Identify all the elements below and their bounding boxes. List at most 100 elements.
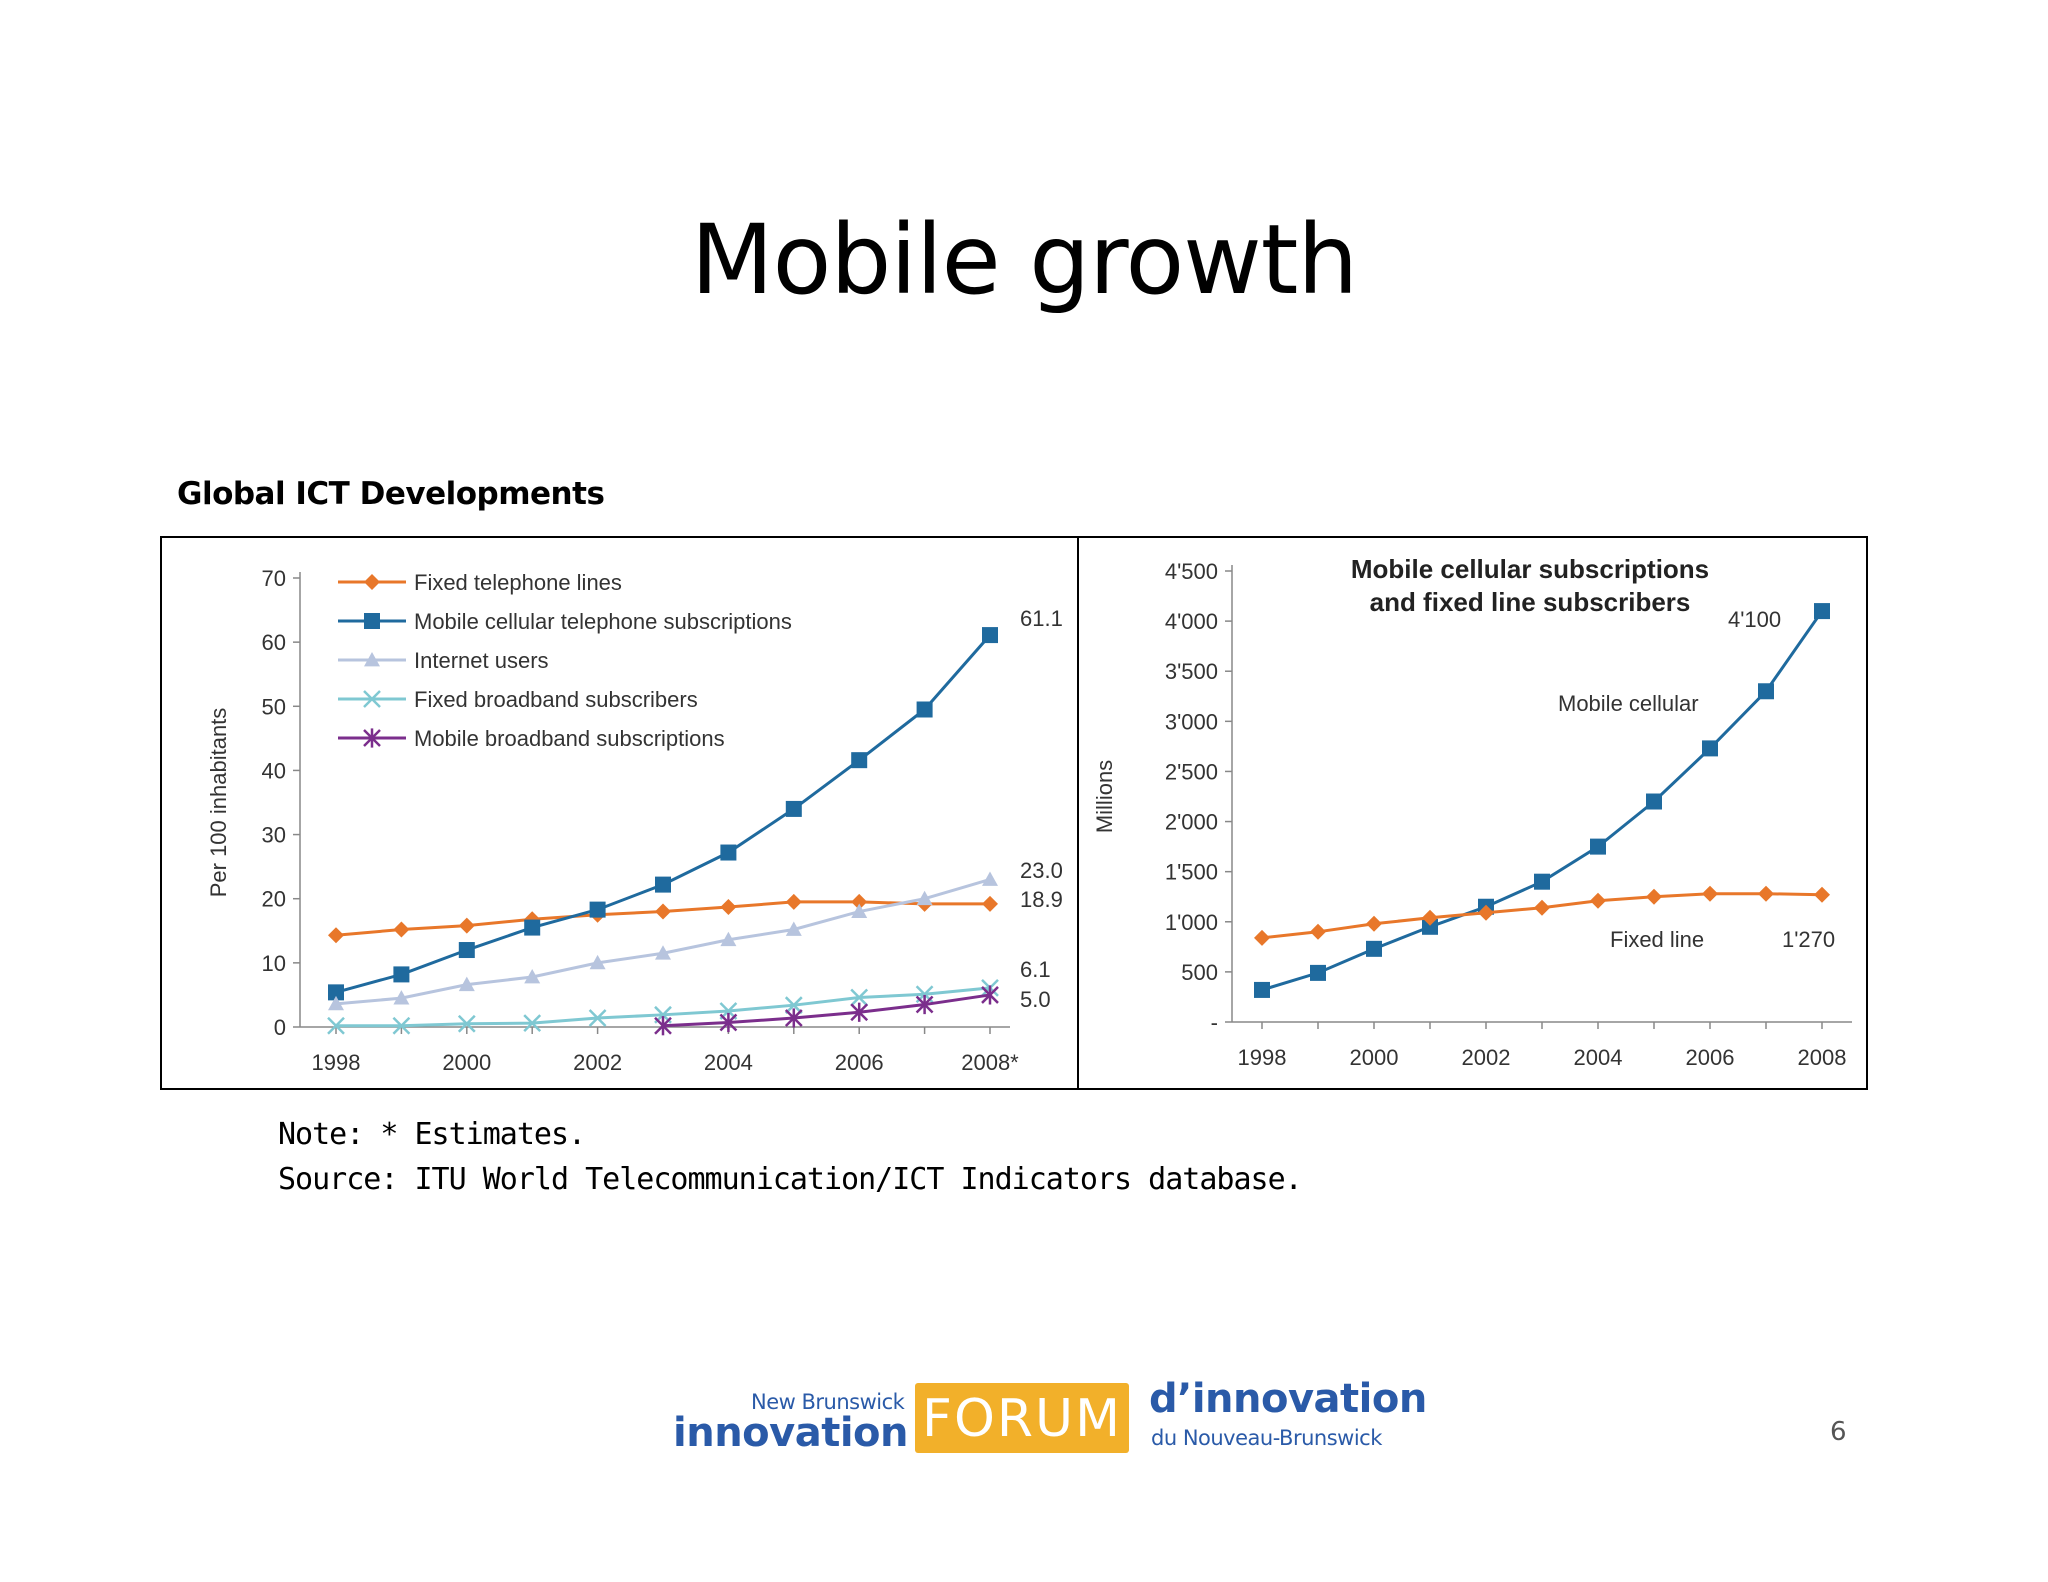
left-chart: 0 10 20 30 40 50 60 70 1998 2000 2002 2004 2006 2008*…	[206, 566, 1063, 1075]
data-point-0	[851, 893, 868, 910]
source-text: Source: ITU World Telecommunication/ICT …	[278, 1162, 1303, 1197]
data-point-2	[916, 890, 933, 906]
data-point-1	[1590, 892, 1606, 909]
data-point-0	[720, 899, 737, 916]
data-point-1	[785, 800, 802, 817]
data-point-3	[457, 1014, 476, 1033]
data-point-3-stroke	[588, 1009, 607, 1027]
y-tick-label: 3'000	[1165, 709, 1218, 734]
data-point-2	[589, 954, 606, 970]
data-point-1	[1758, 885, 1774, 902]
legend-marker-4	[363, 728, 381, 748]
data-point-3	[850, 988, 869, 1007]
x-tick-label: 1998	[312, 1050, 361, 1075]
end-label-4: 5.0	[1020, 987, 1051, 1012]
end-label-fixed: 1'270	[1782, 927, 1835, 952]
data-point-4	[719, 1012, 738, 1033]
data-point-1	[982, 627, 998, 644]
data-point-0	[1702, 740, 1718, 757]
data-point-0	[1590, 838, 1606, 855]
data-point-3-stroke	[457, 1014, 476, 1033]
legend-label-1: Mobile cellular telephone subscriptions	[414, 609, 792, 634]
x-tick-label: 2002	[573, 1050, 622, 1075]
data-point-1	[1534, 899, 1550, 916]
data-point-3-stroke	[392, 1016, 411, 1035]
data-point-1	[655, 876, 671, 893]
data-point-0	[458, 917, 475, 934]
x-tick-label: 2000	[1350, 1045, 1399, 1070]
data-point-2	[458, 976, 475, 992]
series-line-4	[662, 993, 991, 1028]
data-point-2	[655, 945, 671, 960]
logo-forum-box: FORUM	[915, 1383, 1129, 1453]
data-point-0	[655, 903, 671, 920]
legend-label-0: Fixed telephone lines	[414, 570, 622, 595]
x-tick-label: 2004	[1574, 1045, 1623, 1070]
chart-frame	[160, 536, 1868, 1090]
data-point-0	[1310, 964, 1326, 981]
data-point-1	[1366, 915, 1382, 932]
data-point-1	[1478, 904, 1494, 921]
y-axis-label: Per 100 inhabitants	[206, 708, 231, 898]
x-tick-label: 2002	[1462, 1045, 1511, 1070]
data-point-1	[1646, 888, 1662, 905]
x-tick-label: 2008	[1798, 1045, 1847, 1070]
logo-top-left-text: New Brunswick	[751, 1390, 905, 1414]
series-line-2	[335, 878, 991, 1006]
data-point-2	[851, 903, 868, 918]
y-tick-label: 70	[262, 566, 286, 591]
y-tick-label: 500	[1181, 960, 1218, 985]
y-tick-label: 2'000	[1165, 810, 1218, 835]
data-point-1	[1702, 885, 1718, 902]
data-point-2	[393, 990, 410, 1005]
data-point-0	[1646, 793, 1662, 810]
slide-title: Mobile growth	[690, 204, 1358, 316]
y-tick-label: 4'500	[1165, 559, 1218, 584]
end-label-mobile: 4'100	[1728, 607, 1781, 632]
data-point-3-stroke	[850, 988, 869, 1007]
end-label-2: 23.0	[1020, 858, 1063, 883]
data-point-1	[458, 942, 475, 959]
data-point-2	[328, 995, 344, 1011]
legend-marker-3	[363, 690, 381, 708]
data-point-0	[982, 895, 998, 912]
data-point-0	[1814, 603, 1830, 620]
y-tick-label: 60	[262, 630, 286, 655]
y-tick-label: 1'000	[1165, 910, 1218, 935]
x-tick-label: 2000	[442, 1050, 491, 1075]
logo-left-word: innovation	[673, 1410, 909, 1456]
data-point-2	[982, 871, 998, 886]
data-point-0	[1366, 940, 1382, 957]
x-tick-label: 2008*	[961, 1050, 1019, 1075]
data-point-4	[850, 1002, 869, 1022]
data-point-0	[1534, 873, 1550, 890]
series-annotation-fixed: Fixed line	[1610, 927, 1704, 952]
page-number: 6	[1830, 1417, 1847, 1447]
chart-divider	[1077, 536, 1079, 1090]
data-point-4	[784, 1008, 803, 1028]
data-point-3-stroke	[523, 1014, 542, 1033]
data-point-1	[1814, 886, 1830, 903]
y-tick-label: 1'500	[1165, 860, 1218, 885]
data-point-3-stroke	[327, 1016, 345, 1035]
legend-marker-3-stroke	[363, 690, 381, 708]
data-point-1	[916, 701, 933, 718]
data-point-1	[328, 984, 344, 1001]
data-point-0	[1254, 981, 1270, 998]
legend-marker-2	[364, 652, 380, 667]
data-point-1	[1422, 909, 1438, 926]
series-line-0	[1261, 610, 1824, 992]
data-point-2	[785, 921, 802, 936]
y-axis-label: Millions	[1092, 760, 1117, 833]
y-tick-label: 10	[262, 951, 286, 976]
data-point-3	[588, 1009, 607, 1027]
data-point-0	[328, 927, 344, 944]
x-tick-label: 2006	[1686, 1045, 1735, 1070]
legend-marker-1	[364, 613, 380, 629]
data-point-4	[915, 994, 934, 1015]
data-point-0	[785, 893, 802, 910]
figure-title: Global ICT Developments	[177, 476, 605, 512]
data-point-0	[393, 921, 410, 938]
y-tick-label: 2'500	[1165, 759, 1218, 784]
logo-bottom-right-text: du Nouveau-Brunswick	[1151, 1426, 1382, 1450]
